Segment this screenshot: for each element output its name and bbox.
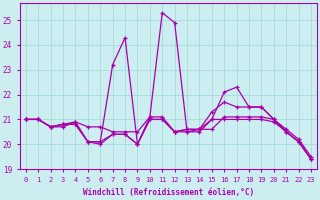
- X-axis label: Windchill (Refroidissement éolien,°C): Windchill (Refroidissement éolien,°C): [83, 188, 254, 197]
